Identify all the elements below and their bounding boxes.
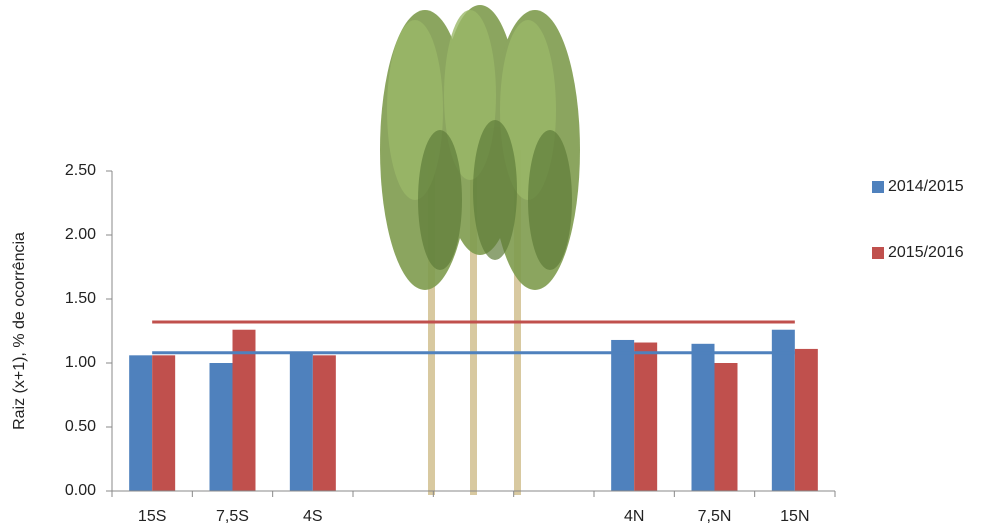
bar <box>129 355 153 491</box>
x-tick-label: 7,5S <box>216 508 249 525</box>
y-tick-label: 2.00 <box>65 226 96 243</box>
bar <box>209 363 233 491</box>
legend-swatch <box>872 181 884 193</box>
y-axis-title: Raiz (x+1), % de ocorrência <box>11 232 28 430</box>
tree-illustration <box>380 5 580 495</box>
bar <box>312 355 336 491</box>
y-tick-label: 2.50 <box>65 162 96 179</box>
bar <box>691 343 715 491</box>
y-tick-label: 0.00 <box>65 482 96 499</box>
bar <box>289 352 313 491</box>
y-tick-label: 1.00 <box>65 354 96 371</box>
bar <box>634 342 658 491</box>
legend-label: 2015/2016 <box>888 244 964 261</box>
x-tick-label: 15N <box>780 508 809 525</box>
bar <box>152 355 176 491</box>
x-tick-label: 7,5N <box>698 508 732 525</box>
bar <box>232 329 256 491</box>
bar <box>714 363 738 491</box>
bar <box>794 348 818 491</box>
x-tick-label: 4N <box>624 508 644 525</box>
x-tick-label: 4S <box>303 508 323 525</box>
bar <box>771 329 795 491</box>
y-tick-label: 0.50 <box>65 418 96 435</box>
bar <box>611 339 635 491</box>
legend-swatch <box>872 247 884 259</box>
y-tick-label: 1.50 <box>65 290 96 307</box>
legend-label: 2014/2015 <box>888 178 964 195</box>
x-tick-label: 15S <box>138 508 166 525</box>
